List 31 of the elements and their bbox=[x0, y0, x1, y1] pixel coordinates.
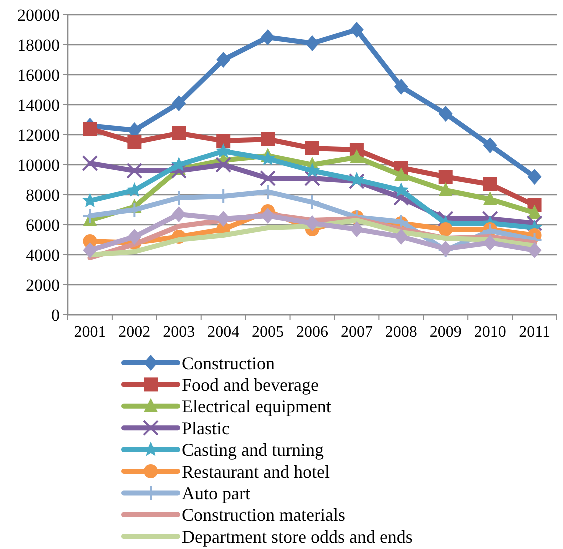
x-tick-label: 2001 bbox=[74, 324, 106, 341]
legend-label: Construction bbox=[182, 353, 275, 374]
x-tick-label: 2011 bbox=[519, 324, 550, 341]
x-tick-label: 2008 bbox=[385, 324, 418, 341]
legend-label: Department store odds and ends bbox=[182, 526, 413, 547]
legend-label: Restaurant and hotel bbox=[182, 462, 330, 482]
legend-label: Construction materials bbox=[182, 505, 346, 526]
y-tick-label: 10000 bbox=[18, 156, 60, 175]
y-tick-label: 4000 bbox=[26, 246, 60, 265]
x-tick-label: 2003 bbox=[163, 324, 196, 341]
y-tick-label: 20000 bbox=[18, 6, 60, 25]
y-tick-label: 6000 bbox=[26, 216, 60, 235]
x-tick-label: 2010 bbox=[474, 324, 506, 341]
y-tick-label: 16000 bbox=[18, 66, 60, 85]
y-tick-label: 8000 bbox=[26, 186, 60, 205]
legend-label: Electrical equipment bbox=[182, 396, 332, 417]
y-tick-label: 0 bbox=[52, 306, 60, 325]
y-tick-label: 18000 bbox=[18, 36, 60, 55]
x-tick-label: 2002 bbox=[118, 324, 151, 341]
legend-label: Plastic bbox=[182, 418, 230, 438]
y-tick-label: 12000 bbox=[18, 126, 60, 145]
x-tick-label: 2009 bbox=[430, 324, 462, 341]
y-tick-label: 14000 bbox=[18, 96, 60, 115]
x-tick-label: 2006 bbox=[296, 324, 328, 341]
legend-label: Auto part bbox=[182, 484, 250, 504]
legend-label: Food and beverage bbox=[182, 375, 319, 395]
x-tick-label: 2005 bbox=[252, 324, 284, 341]
legend-label: Casting and turning bbox=[182, 440, 324, 460]
x-tick-label: 2004 bbox=[208, 324, 240, 341]
y-tick-label: 2000 bbox=[26, 276, 60, 295]
x-tick-label: 2007 bbox=[340, 324, 373, 341]
